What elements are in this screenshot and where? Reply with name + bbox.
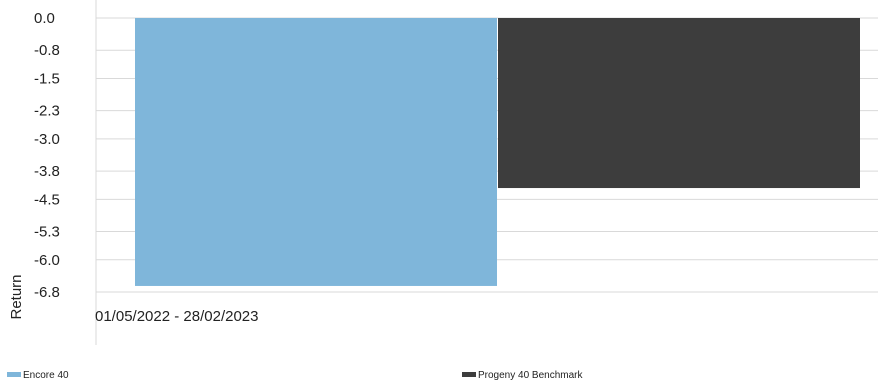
- legend-swatch: [462, 372, 476, 377]
- y-tick-label: -1.5: [34, 70, 60, 87]
- y-tick-label: -3.8: [34, 163, 60, 180]
- y-tick-label: -5.3: [34, 224, 60, 241]
- legend-label: Encore 40: [23, 370, 69, 381]
- legend-label: Progeny 40 Benchmark: [478, 370, 584, 381]
- legend-item-encore-40: Encore 40: [7, 370, 69, 381]
- y-axis-title: Return: [8, 274, 25, 319]
- y-tick-label: -0.8: [34, 42, 60, 59]
- legend-swatch: [7, 372, 21, 377]
- legend-item-progeny-40-benchmark: Progeny 40 Benchmark: [462, 370, 584, 381]
- bars: [135, 18, 860, 286]
- y-tick-label: -4.5: [34, 191, 60, 208]
- y-tick-label: -3.0: [34, 131, 60, 148]
- bar-progeny-40-benchmark: [498, 18, 860, 189]
- y-tick-label: -6.8: [34, 284, 60, 301]
- y-axis-tick-labels: 0.0 -0.8 -1.5 -2.3 -3.0 -3.8 -4.5 -5.3 -6.0 -6.8: [34, 10, 60, 301]
- x-category-label: 01/05/2022 - 28/02/2023: [95, 308, 258, 325]
- y-tick-label: -6.0: [34, 252, 60, 269]
- y-tick-label: -2.3: [34, 103, 60, 120]
- y-tick-label: 0.0: [34, 10, 55, 27]
- bar-encore-40: [135, 18, 497, 286]
